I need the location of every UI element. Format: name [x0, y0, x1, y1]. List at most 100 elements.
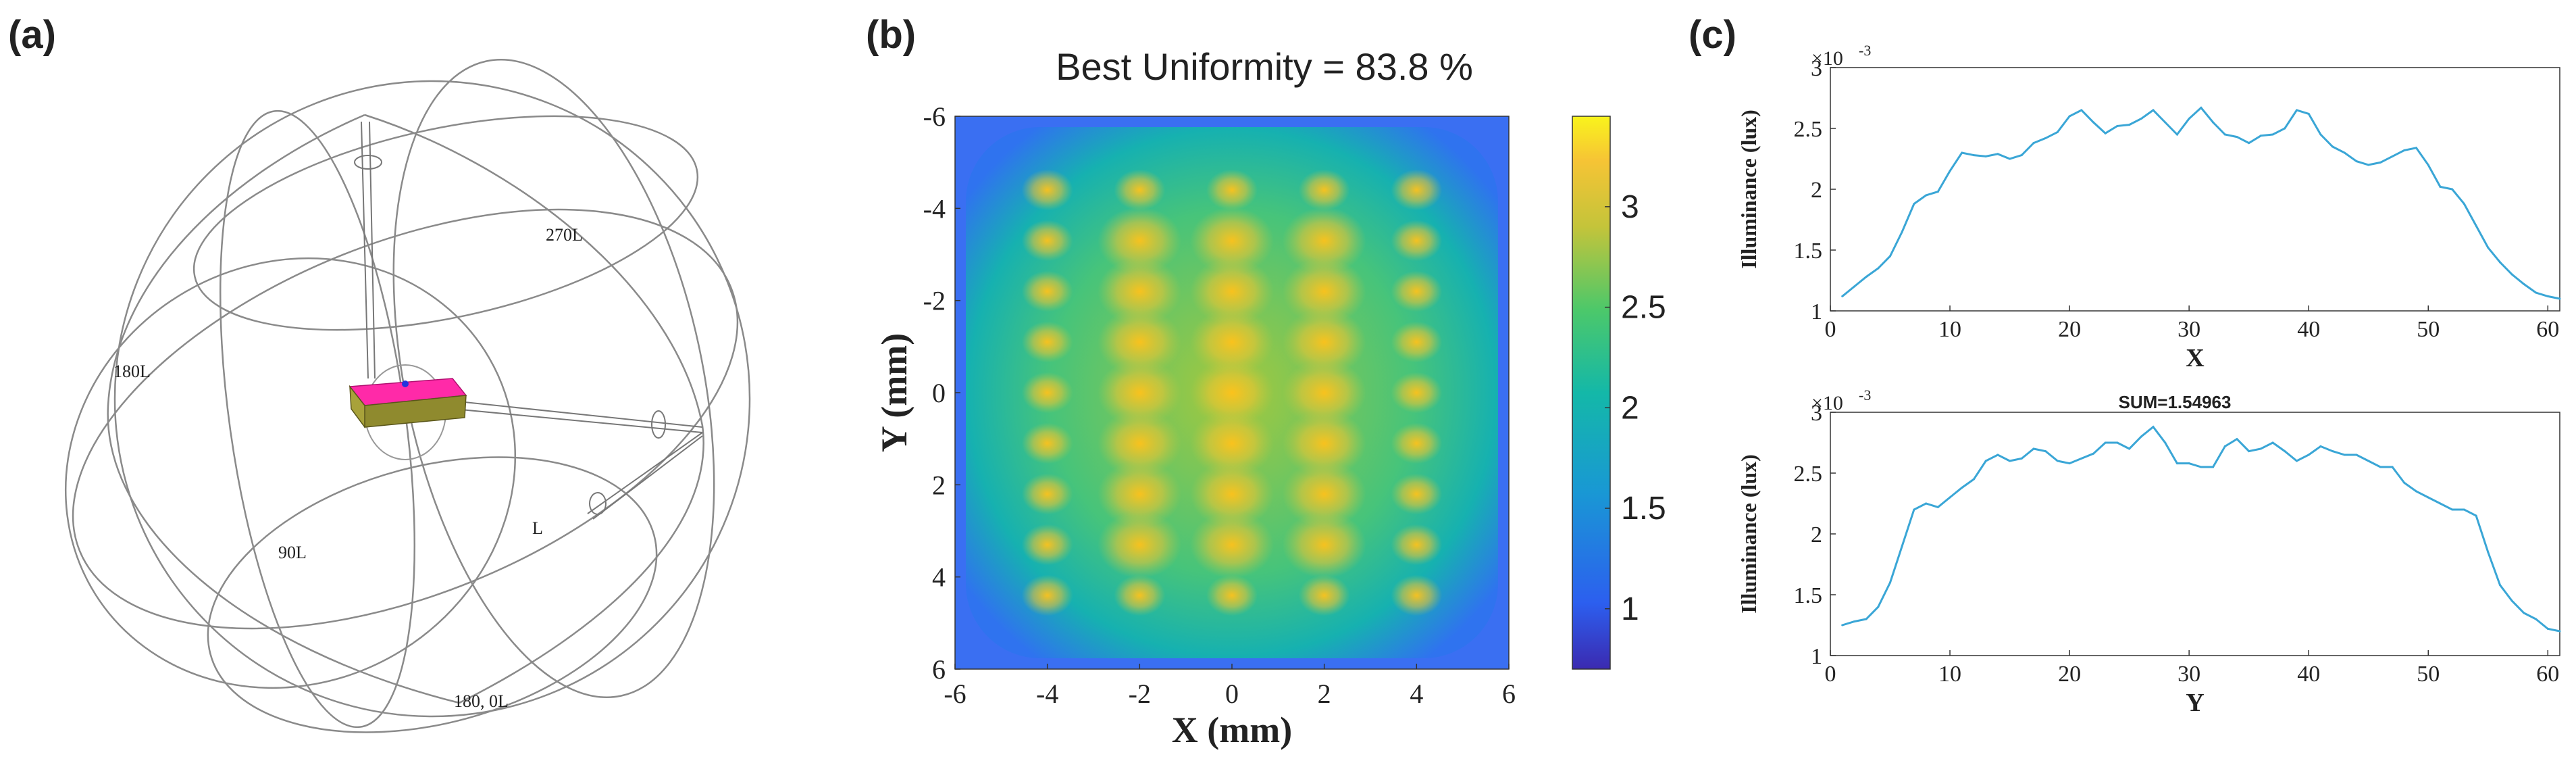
y-profile-data-point: [2223, 445, 2226, 447]
y-profile-title: SUM=1.54963: [2119, 392, 2232, 412]
y-profile-data-point: [2439, 502, 2442, 505]
y-profile-y-tick-label: 1.5: [1794, 583, 1823, 608]
heatmap-y-tick-label: 4: [932, 562, 946, 593]
x-profile-data-point: [2068, 115, 2071, 118]
y-profile-data-point: [1925, 502, 1928, 505]
y-profile-data-point: [2379, 466, 2381, 468]
x-profile-data-point: [2200, 106, 2203, 109]
y-profile-data-point: [2463, 508, 2465, 511]
x-profile-data-point: [2451, 188, 2454, 191]
x-profile-scale-exponent: -3: [1859, 42, 1871, 59]
x-profile-data-point: [2403, 149, 2406, 151]
x-profile-data-point: [2032, 142, 2035, 145]
arm-right: [432, 398, 703, 433]
y-profile-data-point: [2140, 435, 2142, 438]
heatmap-spot: [1206, 574, 1258, 616]
heatmap-spot: [1282, 410, 1366, 477]
y-profile-scale-label: ×10: [1811, 392, 1843, 414]
y-profile-data-point: [2319, 445, 2322, 447]
x-profile-data-point: [1841, 295, 1844, 297]
heatmap-spot: [1282, 207, 1366, 274]
y-profile-plot-frame: [1830, 412, 2560, 656]
y-profile-data-point: [2056, 460, 2059, 462]
heatmap-spot: [1282, 359, 1366, 426]
x-profile-x-tick-label: 40: [2297, 317, 2320, 342]
sphere-ring-top: [192, 115, 699, 331]
y-profile-data-point: [1936, 506, 1939, 508]
colorbar-tick-label: 1.5: [1621, 491, 1666, 526]
y-profile-y-tick-label: 3: [1811, 401, 1822, 426]
x-profile-data-point: [2044, 137, 2047, 139]
x-profile-data-point: [1889, 255, 1892, 257]
x-profile-data-point: [2295, 109, 2298, 112]
sphere-label-90l: 90L: [278, 543, 307, 562]
y-profile-data-point: [2451, 508, 2454, 511]
heatmap-spot: [1098, 410, 1182, 477]
x-profile-data-point: [1865, 276, 1867, 278]
heatmap-spot: [1190, 511, 1274, 579]
y-profile-data-point: [1877, 606, 1880, 608]
sphere-meridian-3: [64, 257, 517, 689]
y-profile-data-point: [2068, 462, 2071, 465]
x-profile-data-point: [2020, 154, 2023, 157]
y-profile-data-point: [2367, 460, 2370, 462]
y-profile-data-point: [2487, 551, 2490, 554]
x-profile-scale-label: ×10: [1811, 47, 1843, 70]
heatmap-spot: [1298, 574, 1350, 616]
x-profile-series-line: [1841, 106, 2560, 300]
heatmap-y-tick-label: 2: [932, 470, 946, 500]
x-profile-data-point: [1853, 285, 1855, 288]
x-profile-data-point: [2535, 291, 2538, 294]
x-profile-data-point: [2379, 161, 2381, 164]
heatmap-spot: [1282, 257, 1366, 325]
y-profile-data-point: [1889, 581, 1892, 584]
y-profile-data-point: [2535, 618, 2538, 620]
heatmap-spot: [1391, 270, 1443, 312]
y-profile-data-point: [2546, 627, 2549, 630]
y-profile-data-point: [2044, 450, 2047, 453]
x-profile-data-point: [2104, 132, 2107, 134]
y-profile-x-tick-label: 50: [2417, 662, 2440, 687]
y-profile-data-point: [2391, 466, 2394, 468]
heatmap-spot: [1190, 410, 1274, 477]
y-profile-data-point: [2236, 438, 2238, 441]
y-profile-data-point: [2498, 584, 2501, 587]
y-profile-x-tick-label: 10: [1938, 662, 1961, 687]
x-profile-data-point: [1877, 267, 1880, 270]
heatmap-spot: [1021, 169, 1073, 211]
arm-lower-right: [587, 432, 703, 520]
x-profile-data-point: [2558, 297, 2561, 300]
heatmap-spot: [1021, 524, 1073, 566]
x-profile-data-point: [2307, 112, 2310, 115]
x-profile-data-point: [2343, 151, 2346, 154]
x-profile-data-point: [2510, 273, 2513, 276]
x-profile-data-point: [2355, 160, 2358, 163]
y-profile-data-point: [2020, 457, 2023, 460]
y-profile-data-point: [2248, 450, 2250, 453]
heatmap-spot: [1098, 257, 1182, 325]
heatmap-spot: [1021, 270, 1073, 312]
y-profile-data-point: [2032, 447, 2035, 450]
sphere-label-270l: 270L: [546, 225, 583, 245]
x-profile-data-point: [2009, 157, 2011, 160]
x-profile-y-tick-label: 2: [1811, 178, 1822, 203]
sphere-ring-bottom: [207, 456, 658, 733]
y-profile-data-point: [1865, 618, 1867, 620]
y-profile-data-point: [2200, 466, 2203, 468]
colorbar-tick-label: 1: [1621, 591, 1639, 627]
heatmap-spot: [1190, 359, 1274, 426]
y-profile-x-axis-label: Y: [2186, 689, 2204, 717]
x-profile-data-point: [1997, 153, 1999, 155]
x-profile-data-point: [2415, 147, 2418, 149]
x-profile-data-point: [2475, 224, 2477, 227]
heatmap-spot: [1391, 473, 1443, 515]
x-profile-data-point: [2223, 133, 2226, 136]
heatmap-chart: Best Uniformity = 83.8 % -6 -4 -2 0 2 4 6 -6 -4…: [874, 45, 1666, 750]
heatmap-x-axis-label: X (mm): [1172, 710, 1292, 750]
y-profile-data-point: [2116, 441, 2119, 444]
heatmap-spot: [1021, 220, 1073, 262]
x-profile-data-point: [2463, 203, 2465, 205]
heatmap-spot: [1298, 169, 1350, 211]
heatmap-spot: [1098, 207, 1182, 274]
y-profile-data-point: [2284, 450, 2286, 453]
